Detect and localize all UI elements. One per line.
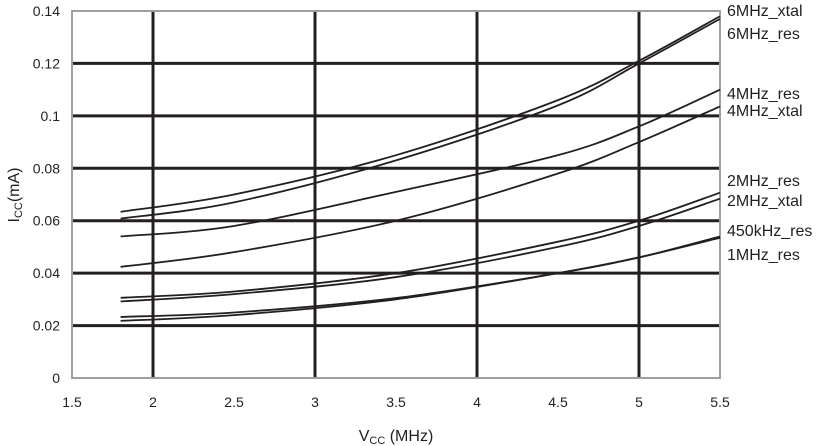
x-tick-label: 4.5	[548, 394, 568, 410]
x-axis-label: VCC (MHz)	[359, 428, 434, 446]
line-label: 4MHz_res	[727, 86, 800, 103]
line-label: 4MHz_xtal	[727, 103, 803, 120]
x-tick-label: 3	[311, 394, 319, 410]
y-tick-label: 0.08	[33, 160, 60, 176]
y-tick-labels: 0 0.02 0.04 0.06 0.08 0.1 0.12 0.14	[33, 3, 60, 386]
plot-frame	[71, 10, 721, 379]
y-tick-label: 0.02	[33, 318, 60, 334]
grid-lines	[72, 11, 720, 378]
x-tick-label: 2	[149, 394, 157, 410]
y-tick-label: 0.04	[33, 265, 60, 281]
x-tick-label: 3.5	[386, 394, 406, 410]
series-line-6MHz_xtal	[120, 15, 721, 213]
plot-border	[71, 10, 721, 379]
x-tick-label: 1.5	[62, 394, 82, 410]
line-label: 6MHz_res	[727, 26, 800, 43]
y-tick-label: 0	[52, 370, 60, 386]
line-label: 6MHz_xtal	[727, 3, 803, 20]
x-tick-label: 2.5	[224, 394, 244, 410]
series-line-1MHz_res	[120, 236, 721, 322]
y-tick-label: 0.1	[41, 108, 61, 124]
series-line-4MHz_xtal	[120, 105, 721, 268]
x-tick-label: 5	[635, 394, 643, 410]
line-label: 2MHz_res	[727, 173, 800, 190]
y-axis-label: ICC(mA)	[6, 168, 25, 223]
series-line-2MHz_xtal	[120, 197, 721, 303]
x-tick-label: 5.5	[710, 394, 730, 410]
series-line-6MHz_res	[120, 18, 721, 220]
series-line-4MHz_res	[120, 88, 721, 238]
series-lines	[120, 15, 721, 322]
x-tick-labels: 1.5 2 2.5 3 3.5 4 4.5 5 5.5	[62, 394, 730, 410]
y-tick-label: 0.06	[33, 213, 60, 229]
line-label: 1MHz_res	[727, 247, 800, 264]
line-label: 450kHz_res	[727, 223, 812, 240]
series-line-2MHz_res	[120, 191, 721, 299]
x-tick-label: 4	[473, 394, 481, 410]
line-label: 2MHz_xtal	[727, 193, 803, 210]
series-line-450kHz_res	[120, 235, 721, 318]
y-tick-label: 0.14	[33, 3, 60, 19]
y-tick-label: 0.12	[33, 55, 60, 71]
